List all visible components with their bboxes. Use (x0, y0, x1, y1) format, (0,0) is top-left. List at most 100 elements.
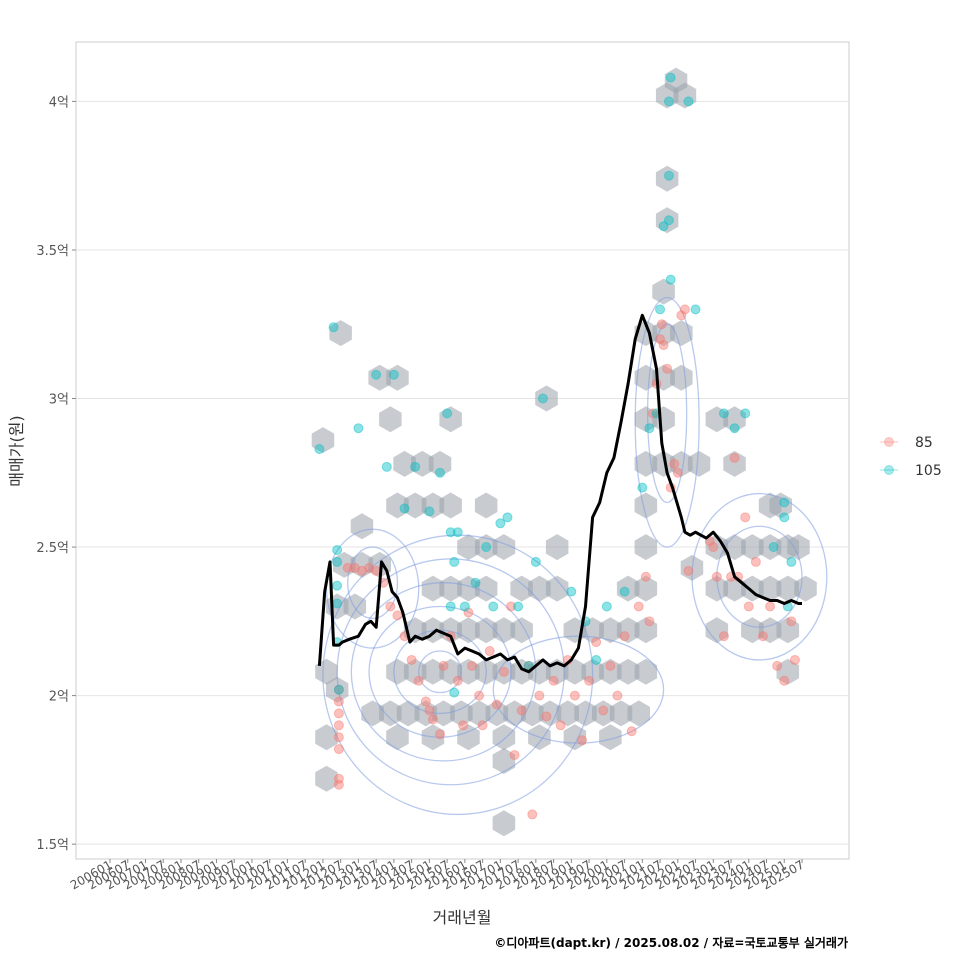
x-axis-title: 거래년월 (433, 908, 492, 927)
legend-label-85: 85 (915, 435, 933, 451)
point-85-30 (477, 720, 488, 731)
hex-bin-9 (439, 406, 462, 433)
hex-bin-122 (758, 575, 782, 602)
point-85-18 (413, 675, 424, 686)
hex-bin-85 (634, 617, 658, 644)
hex-bin-47 (616, 658, 640, 685)
legend-key-85 (884, 437, 894, 447)
hex-bin-87 (634, 534, 658, 561)
hex-bin-83 (616, 575, 640, 602)
hex-bin-6 (393, 450, 416, 477)
hex-bin-24 (457, 575, 480, 602)
point-85-80 (772, 660, 783, 671)
hex-bin-69 (457, 724, 480, 751)
point-85-52 (626, 726, 637, 737)
hex-bin-44 (563, 658, 587, 685)
hex-bin-92 (634, 450, 658, 477)
density-contour-5 (418, 650, 462, 694)
density-contour-7 (347, 546, 399, 620)
density-contour-3 (368, 605, 512, 738)
hex-bin-93 (652, 450, 675, 477)
hex-bin-41 (510, 658, 533, 685)
point-105-30 (530, 556, 541, 567)
hex-bin-52 (414, 700, 438, 727)
density-contour-11 (716, 525, 803, 628)
hex-bin-117 (758, 534, 782, 561)
point-85-65 (676, 310, 687, 321)
density-contour-1 (336, 558, 565, 786)
point-105-17 (445, 527, 456, 538)
point-105-19 (445, 601, 456, 612)
hex-bin-129 (776, 658, 800, 685)
point-85-73 (729, 452, 740, 463)
point-105-21 (452, 527, 463, 538)
point-85-29 (474, 690, 485, 701)
point-85-19 (420, 696, 431, 707)
point-85-47 (591, 637, 602, 648)
point-105-16 (442, 408, 453, 419)
point-85-38 (527, 809, 538, 820)
hex-bin-49 (361, 700, 384, 727)
point-85-46 (584, 675, 595, 686)
caption: ©디아파트(dapt.kr) / 2025.08.02 / 자료=국토교통부 실… (494, 935, 848, 950)
point-85-0 (333, 684, 344, 695)
point-105-0 (314, 444, 325, 455)
hex-bin-58 (521, 700, 544, 727)
point-105-43 (663, 170, 674, 181)
point-85-51 (619, 631, 630, 642)
point-105-31 (537, 393, 548, 404)
point-85-33 (498, 666, 509, 677)
hex-bin-99 (652, 320, 675, 347)
point-105-14 (424, 506, 435, 517)
hex-bin-14 (474, 492, 498, 519)
point-85-14 (385, 601, 396, 612)
hex-bin-112 (723, 406, 746, 433)
point-105-10 (388, 369, 399, 380)
point-85-20 (424, 705, 435, 716)
hex-bin-66 (315, 765, 338, 792)
hex-bin-111 (705, 406, 729, 433)
y-tick-label-1: 2억 (49, 690, 69, 705)
hex-bin-102 (670, 364, 693, 391)
point-105-24 (481, 542, 492, 553)
point-105-13 (410, 461, 421, 472)
hex-bin-131 (787, 534, 810, 561)
hex-bin-90 (535, 385, 558, 412)
point-85-21 (427, 714, 438, 725)
point-85-76 (743, 601, 754, 612)
hex-bin-33 (510, 617, 533, 644)
point-85-3 (333, 720, 344, 731)
point-85-82 (786, 616, 797, 627)
point-85-23 (438, 660, 449, 671)
point-105-11 (381, 461, 392, 472)
point-85-11 (364, 562, 375, 573)
hex-bin-100 (670, 320, 693, 347)
hex-bin-78 (545, 575, 569, 602)
hex-bin-46 (599, 658, 622, 685)
point-85-7 (333, 779, 344, 790)
trend-line (317, 313, 802, 674)
density-contour-0 (322, 534, 594, 816)
hex-bin-0 (329, 320, 352, 347)
density-contour-9 (646, 323, 688, 504)
hex-bin-13 (439, 492, 462, 519)
hex-bin-19 (368, 551, 391, 578)
point-105-34 (591, 654, 602, 665)
hex-bin-104 (687, 450, 711, 477)
point-85-36 (516, 705, 527, 716)
point-85-53 (633, 601, 644, 612)
point-85-45 (576, 735, 587, 746)
point-85-50 (612, 690, 623, 701)
point-85-56 (647, 408, 658, 419)
point-105-3 (332, 556, 343, 567)
point-85-4 (333, 732, 344, 743)
hex-bin-1 (311, 427, 335, 454)
hex-bin-125 (705, 617, 729, 644)
point-85-41 (548, 675, 559, 686)
y-axis: 1.5억 2억 2.5억 3억 3.5억 4억 (36, 95, 76, 853)
density-contour-2 (350, 582, 537, 762)
hex-bin-94 (634, 406, 658, 433)
point-105-5 (332, 598, 343, 609)
point-85-55 (644, 616, 655, 627)
point-85-75 (740, 512, 751, 523)
